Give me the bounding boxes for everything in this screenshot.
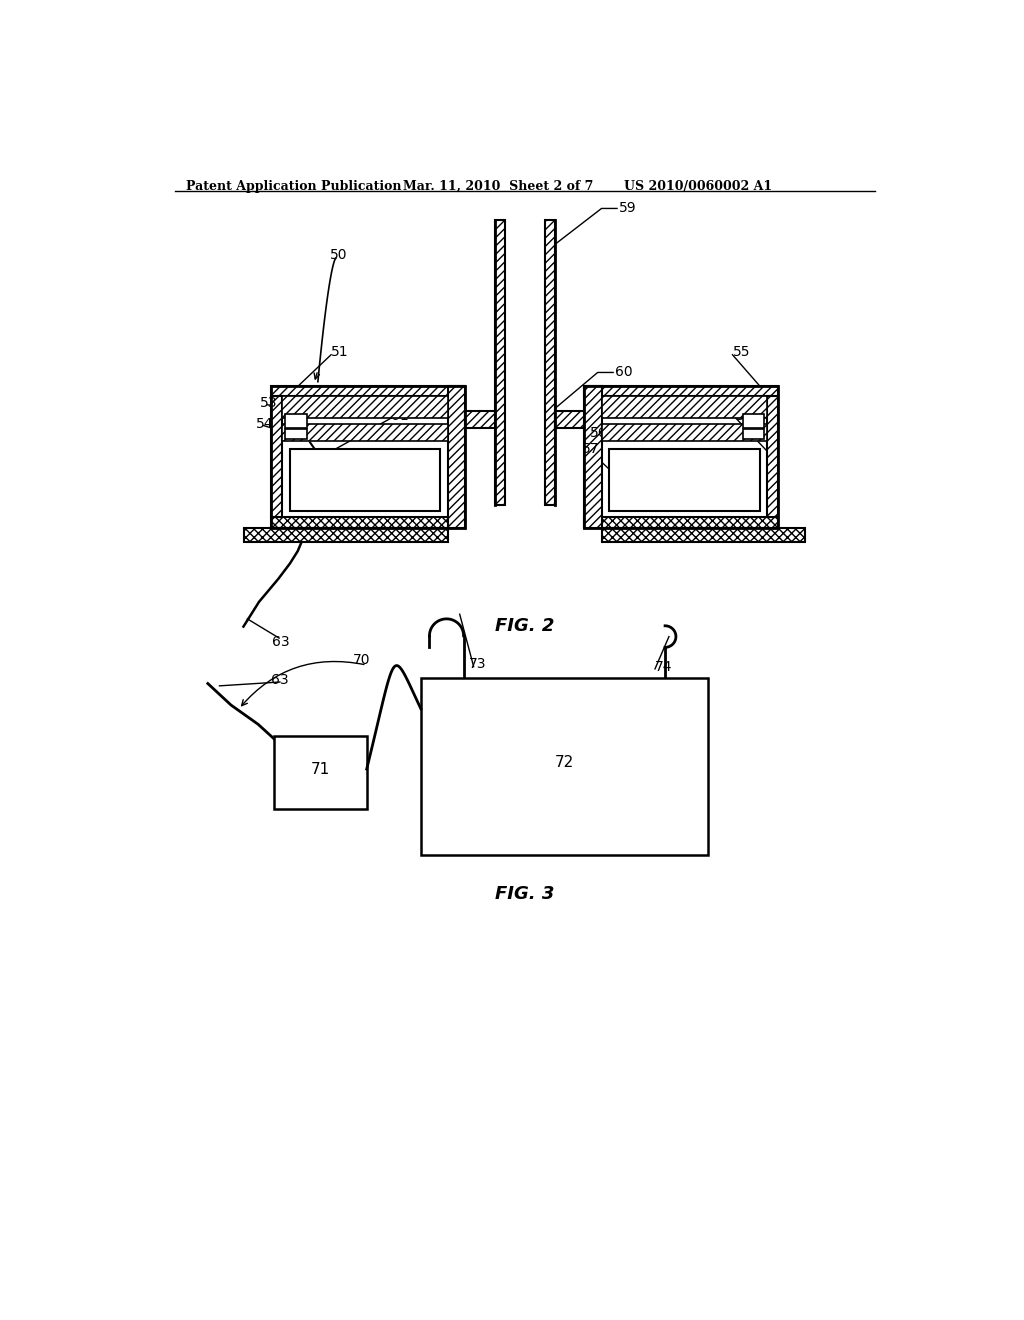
Text: 73: 73 [469,657,486,672]
Text: 55: 55 [732,346,750,359]
Text: US 2010/0060002 A1: US 2010/0060002 A1 [624,180,772,193]
Bar [585,385,778,396]
Text: 72: 72 [555,755,573,771]
Bar [271,396,283,517]
Bar [545,220,555,506]
Bar [609,449,760,511]
Bar [742,429,764,440]
Text: 53: 53 [260,396,278,411]
Text: 52: 52 [384,425,401,438]
Text: 61: 61 [391,409,410,424]
Bar [290,449,440,511]
Text: 60: 60 [615,366,633,379]
Text: 51: 51 [331,346,349,359]
Text: FIG. 2: FIG. 2 [496,616,554,635]
Bar [505,220,545,506]
Text: 56: 56 [590,426,607,441]
Bar [286,429,307,440]
Text: Patent Application Publication: Patent Application Publication [186,180,401,193]
Text: Mar. 11, 2010  Sheet 2 of 7: Mar. 11, 2010 Sheet 2 of 7 [403,180,594,193]
Bar [585,517,778,528]
Bar [271,385,465,528]
Text: 58: 58 [735,409,754,424]
Text: 54: 54 [256,417,273,432]
Bar [585,385,601,528]
Bar [555,411,585,428]
Bar [767,396,778,517]
Bar [271,385,465,396]
Text: 57: 57 [583,442,600,457]
Bar [273,737,367,809]
Bar [286,414,307,428]
Text: 74: 74 [655,660,673,673]
Bar [495,220,505,506]
Bar [601,396,767,418]
Bar [283,424,449,441]
Bar [601,424,767,441]
Bar [601,528,805,543]
Text: 63: 63 [272,635,290,649]
Bar [449,385,465,528]
Text: 50: 50 [330,248,347,261]
Bar [585,385,778,528]
Text: 63: 63 [271,673,289,686]
Bar [465,411,495,428]
Bar [421,678,708,855]
Text: 70: 70 [352,653,371,668]
Text: FIG. 3: FIG. 3 [496,884,554,903]
Bar [271,517,465,528]
Text: 71: 71 [310,762,330,777]
Bar [742,414,764,428]
Text: 59: 59 [620,202,637,215]
Text: 62: 62 [355,469,375,484]
Bar [245,528,449,543]
Bar [283,396,449,418]
